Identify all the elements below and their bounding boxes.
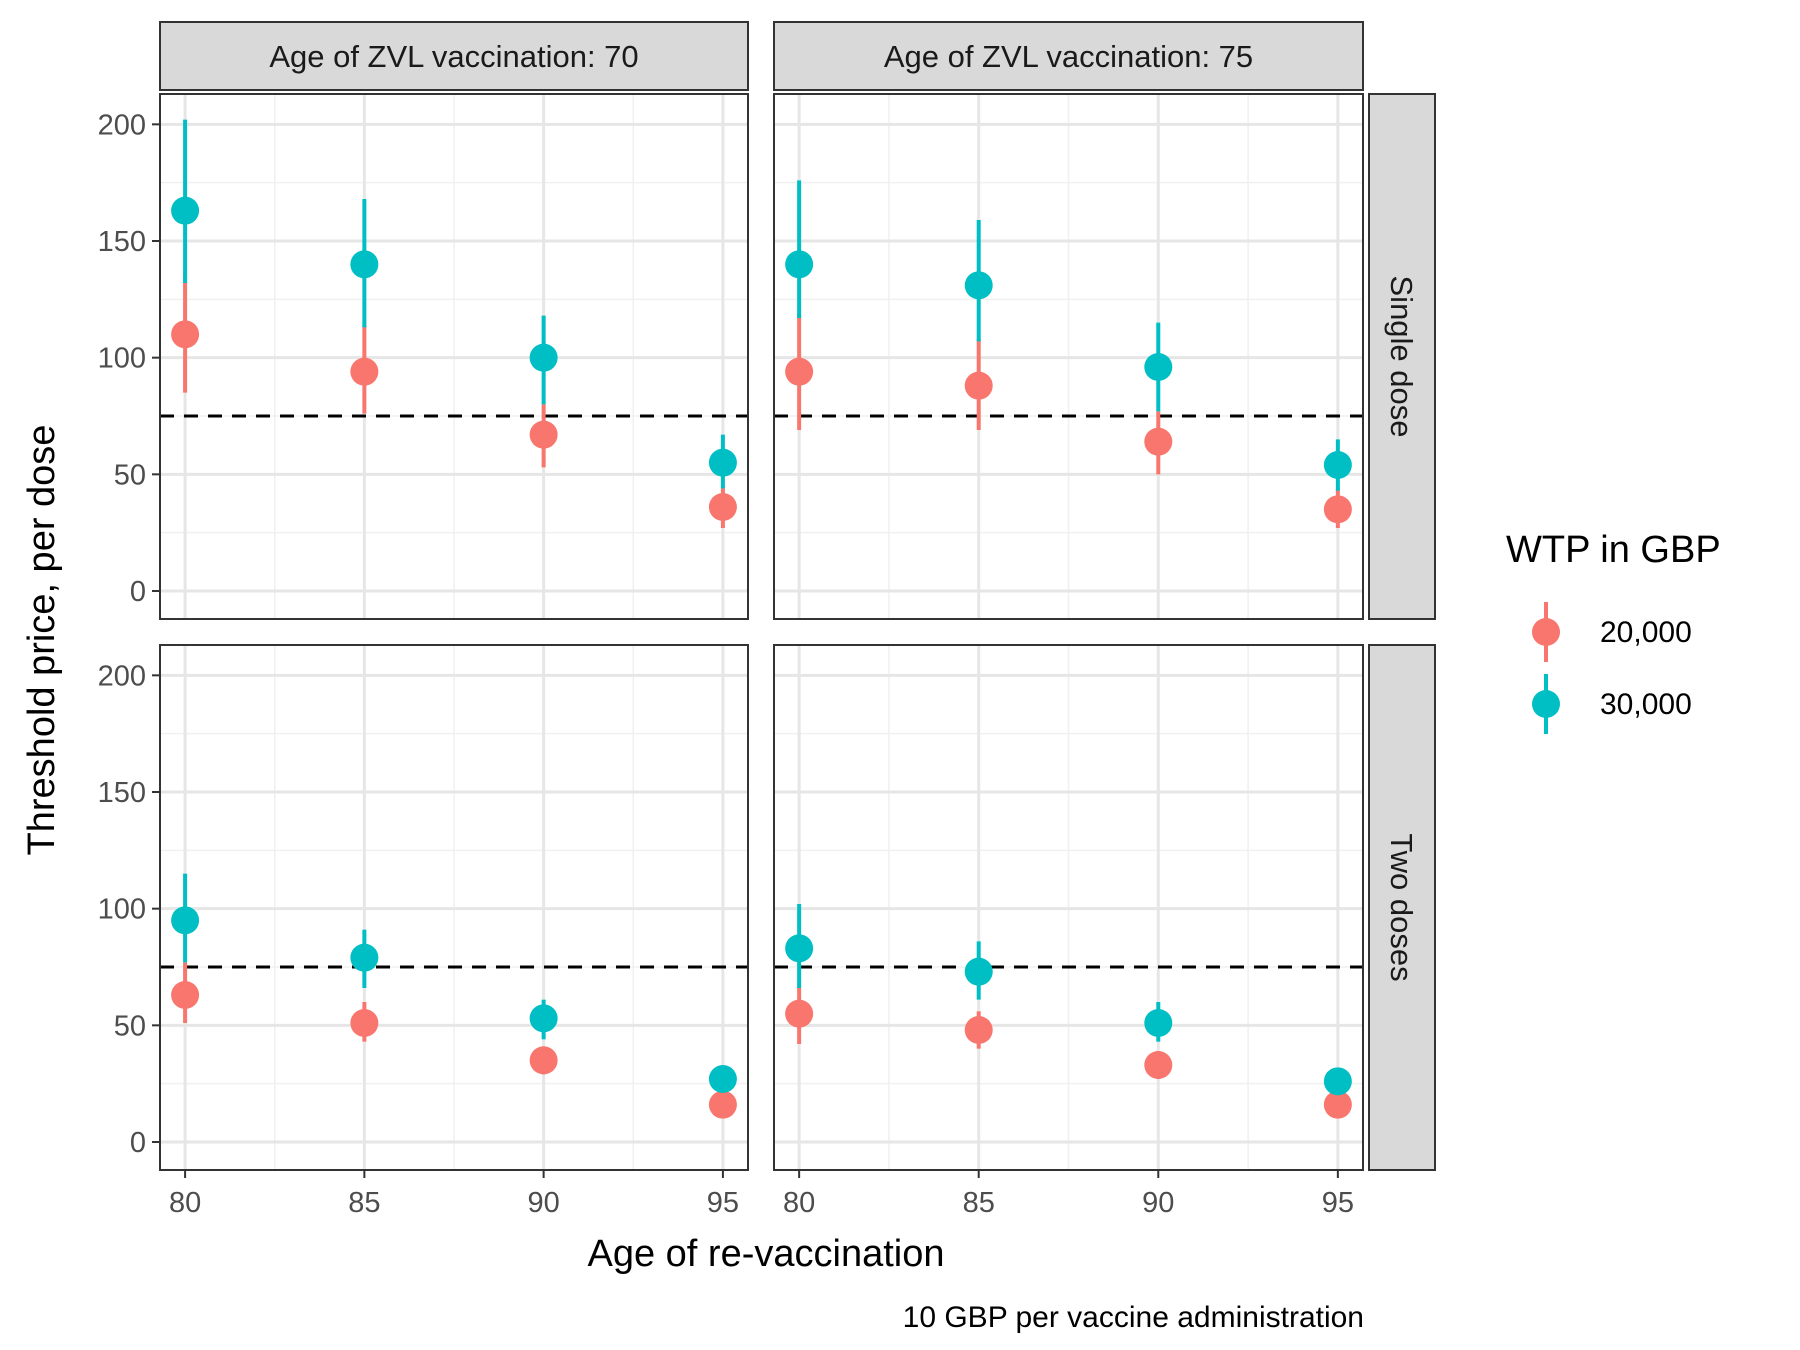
data-point [785, 250, 814, 279]
data-point [1323, 1067, 1352, 1096]
panel-border [773, 644, 1364, 1171]
y-tick-label: 200 [98, 660, 146, 692]
legend-title: WTP in GBP [1506, 529, 1721, 571]
panel-0-1 [773, 93, 1364, 620]
x-axis-title: Age of re-vaccination [588, 1233, 945, 1275]
legend-key-point [1532, 690, 1560, 718]
panels-layer [159, 93, 1364, 1171]
y-tick-label: 100 [98, 894, 146, 926]
y-tick-label: 0 [130, 1127, 146, 1159]
x-tick-label: 95 [1322, 1187, 1354, 1219]
data-point [964, 957, 993, 986]
x-tick-label: 95 [707, 1187, 739, 1219]
legend: WTP in GBP 20,000 30,000 [1506, 529, 1721, 734]
data-point [1323, 451, 1352, 479]
strip-background [1368, 93, 1436, 620]
data-point [529, 1004, 558, 1033]
y-tick-label: 0 [130, 576, 146, 608]
column-strip-0: Age of ZVL vaccination: 70 [159, 21, 749, 91]
data-point [171, 196, 200, 225]
data-point [708, 448, 737, 477]
strip-background [159, 21, 749, 91]
column-strip-1: Age of ZVL vaccination: 75 [773, 21, 1364, 91]
x-tick-label: 80 [169, 1187, 201, 1219]
data-point [171, 906, 200, 935]
data-point [171, 320, 200, 349]
data-point [350, 357, 379, 386]
panel-border [159, 93, 749, 620]
data-point [1323, 1090, 1352, 1119]
row-strip-0: Single dose [1368, 93, 1436, 620]
y-axis-title: Threshold price, per dose [21, 425, 63, 856]
data-point [529, 420, 558, 449]
legend-item-label: 20,000 [1600, 616, 1692, 649]
data-point [350, 943, 379, 972]
data-point [785, 934, 814, 963]
y-tick-label: 200 [98, 109, 146, 141]
data-point [708, 1090, 737, 1119]
column-strip-label: Age of ZVL vaccination: 70 [269, 39, 638, 74]
y-tick-label: 100 [98, 343, 146, 375]
row-strip-label: Single dose [1384, 275, 1419, 437]
data-point [785, 999, 814, 1028]
legend-items: 20,000 30,000 [1532, 602, 1692, 734]
x-tick-label: 90 [1142, 1187, 1174, 1219]
x-tick-label: 90 [528, 1187, 560, 1219]
data-point [529, 343, 558, 372]
y-tick-label: 150 [98, 226, 146, 258]
data-point [1144, 1009, 1173, 1037]
x-tick-label: 85 [963, 1187, 995, 1219]
data-point [964, 271, 993, 300]
data-point [1144, 353, 1173, 381]
data-point [964, 371, 993, 400]
x-tick-label: 85 [348, 1187, 380, 1219]
data-point [1323, 495, 1352, 524]
y-tick-label: 50 [114, 1010, 146, 1042]
row-strip-label: Two doses [1384, 833, 1419, 981]
strips-layer: Age of ZVL vaccination: 70 Age of ZVL vac… [159, 21, 1436, 1171]
data-point [1144, 427, 1173, 456]
legend-item: 30,000 [1532, 674, 1692, 734]
data-point [350, 250, 379, 279]
data-point [529, 1046, 558, 1075]
data-point [171, 981, 200, 1009]
panel-1-1 [773, 644, 1364, 1171]
strip-background [1368, 644, 1436, 1171]
legend-key-point [1532, 618, 1560, 646]
legend-item-label: 30,000 [1600, 688, 1692, 721]
x-tick-label: 80 [783, 1187, 815, 1219]
panel-border [773, 93, 1364, 620]
panel-border [159, 644, 749, 1171]
data-point [708, 1065, 737, 1093]
panel-0-0 [159, 93, 749, 620]
strip-background [773, 21, 1364, 91]
data-point [708, 493, 737, 521]
row-strip-1: Two doses [1368, 644, 1436, 1171]
data-point [1144, 1051, 1173, 1079]
y-tick-label: 50 [114, 459, 146, 491]
panel-1-0 [159, 644, 749, 1171]
y-tick-label: 150 [98, 777, 146, 809]
column-strip-label: Age of ZVL vaccination: 75 [884, 39, 1253, 74]
chart-caption: 10 GBP per vaccine administration [903, 1301, 1364, 1334]
data-point [964, 1016, 993, 1044]
data-point [785, 357, 814, 386]
axes-layer: 0 50 100 150 200 0 50 100 150 200 80 85 90 95 80 85 90 95 [98, 109, 1354, 1219]
data-point [350, 1009, 379, 1037]
legend-item: 20,000 [1532, 602, 1692, 662]
